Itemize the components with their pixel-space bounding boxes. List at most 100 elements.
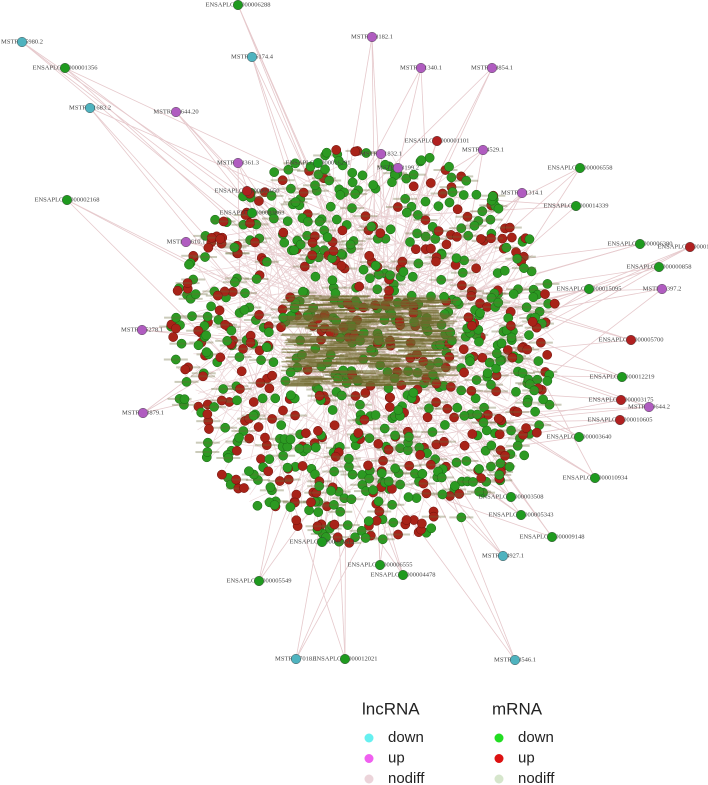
core-label-clutter	[427, 359, 458, 362]
core-node	[364, 250, 375, 261]
core-label-clutter	[388, 483, 413, 486]
core-label-clutter	[314, 310, 345, 312]
core-label-clutter	[323, 344, 354, 346]
core-label-clutter	[369, 363, 400, 366]
core-label-clutter	[270, 308, 295, 311]
core-label-clutter	[423, 458, 448, 461]
edge	[224, 389, 275, 469]
core-node	[427, 427, 438, 437]
core-label-clutter	[393, 334, 424, 336]
core-node	[363, 460, 373, 471]
legend-swatch	[494, 754, 504, 763]
core-label-clutter	[317, 308, 348, 311]
core-label-clutter	[474, 480, 499, 483]
core-label-clutter	[416, 372, 447, 375]
core-label-clutter	[364, 339, 395, 341]
core-label-clutter	[209, 242, 234, 245]
core-label-clutter	[488, 462, 513, 465]
core-node	[250, 237, 260, 248]
core-label-clutter	[386, 533, 411, 536]
node	[233, 0, 243, 10]
core-label-clutter	[479, 237, 504, 240]
node	[246, 52, 257, 63]
core-label-clutter	[237, 417, 262, 420]
core-node	[527, 316, 538, 327]
core-node	[506, 425, 516, 436]
core-label-clutter	[315, 505, 340, 508]
core-node	[454, 489, 465, 499]
core-label-clutter	[449, 227, 474, 230]
core-node	[425, 178, 436, 188]
core-node	[270, 393, 281, 404]
core-node	[392, 202, 403, 212]
core-node	[203, 242, 214, 253]
core-node	[354, 281, 364, 292]
core-label-clutter	[333, 371, 364, 373]
core-label-clutter	[304, 189, 329, 192]
core-label-clutter	[528, 341, 553, 344]
core-node	[524, 330, 534, 340]
core-label-clutter	[320, 257, 345, 260]
core-label-clutter	[361, 371, 392, 373]
core-label-clutter	[418, 383, 449, 386]
core-node	[336, 390, 347, 401]
core-label-clutter	[449, 367, 474, 370]
legend-label: up	[388, 749, 405, 766]
core-label-clutter	[438, 385, 463, 388]
core-label-clutter	[449, 516, 474, 519]
core-label-clutter	[421, 334, 452, 337]
core-label-clutter	[359, 261, 384, 264]
core-node	[212, 290, 223, 301]
core-label-clutter	[378, 300, 409, 303]
core-label-clutter	[195, 441, 220, 444]
legend-title: lncRNA	[362, 699, 420, 718]
core-label-clutter	[376, 448, 401, 451]
core-label-clutter	[351, 377, 382, 379]
core-label-clutter	[283, 326, 314, 328]
core-label-clutter	[292, 359, 323, 362]
core-node	[236, 366, 247, 377]
core-label-clutter	[404, 347, 435, 350]
core-node	[449, 412, 459, 423]
core-label-clutter	[425, 381, 456, 383]
core-node	[359, 414, 370, 425]
node	[478, 144, 489, 155]
node	[590, 473, 601, 484]
core-node	[470, 393, 481, 404]
core-label-clutter	[356, 322, 387, 324]
core-label-clutter	[458, 331, 483, 334]
core-label-clutter	[395, 430, 420, 433]
core-label-clutter	[281, 323, 312, 326]
core-node	[383, 444, 394, 455]
core-node	[380, 159, 390, 170]
core-label-clutter	[288, 433, 313, 436]
core-label-clutter	[392, 381, 423, 384]
core-node	[456, 280, 467, 291]
core-node	[451, 253, 462, 263]
core-label-clutter	[486, 301, 511, 304]
core-label-clutter	[365, 237, 390, 240]
core-node	[521, 302, 532, 313]
core-node	[538, 394, 548, 405]
core-label-clutter	[348, 336, 379, 338]
core-label-clutter	[285, 307, 316, 310]
core-label-clutter	[383, 326, 414, 329]
edge	[227, 280, 442, 519]
core-label-clutter	[450, 271, 475, 274]
core-label-clutter	[409, 379, 440, 382]
edge	[210, 189, 289, 406]
core-label-clutter	[465, 413, 490, 416]
core-node	[544, 399, 555, 410]
node	[246, 207, 257, 218]
core-node	[234, 352, 245, 362]
core-node	[531, 427, 542, 438]
core-label-clutter	[401, 316, 432, 319]
core-label-clutter	[352, 337, 383, 339]
core-label-clutter	[286, 316, 317, 319]
core-label-clutter	[411, 482, 436, 485]
core-label-clutter	[506, 288, 531, 291]
core-node	[231, 474, 241, 485]
core-label-clutter	[348, 378, 379, 381]
core-node	[504, 462, 515, 472]
core-node	[171, 323, 181, 334]
